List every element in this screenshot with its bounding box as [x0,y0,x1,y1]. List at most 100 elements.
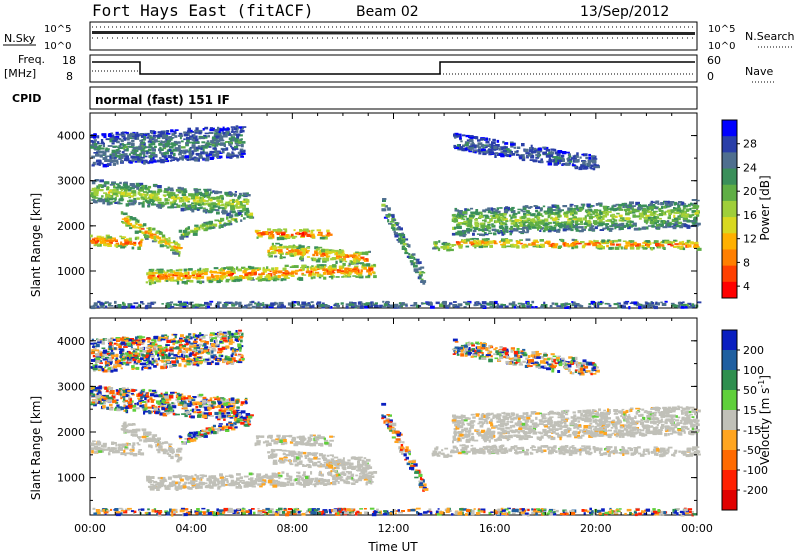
scatter-cell [93,192,99,196]
scatter-cell [258,273,263,276]
scatter-cell [241,266,246,269]
scatter-cell [358,257,361,261]
scatter-cell [565,162,569,165]
scatter-cell [583,244,586,247]
scatter-cell [461,222,467,225]
scatter-cell [98,184,103,187]
scatter-cell [244,211,247,216]
scatter-cell [239,415,243,419]
scatter-cell [522,229,525,233]
scatter-cell [453,301,457,303]
scatter-cell [133,149,139,153]
scatter-cell [633,242,636,245]
scatter-cell [592,242,598,245]
scatter-cell [662,239,666,244]
scatter-cell [188,193,193,197]
scatter-cell [311,268,315,271]
scatter-cell [457,222,460,225]
scatter-cell [548,221,552,225]
scatter-cell [281,274,285,277]
scatter-cell [177,196,180,199]
scatter-cell [502,304,506,307]
scatter-cell [477,240,481,244]
scatter-cell [503,231,506,234]
scatter-cell [604,302,609,305]
scatter-cell [121,387,126,389]
scatter-cell [454,207,458,210]
scatter-cell [195,276,199,280]
scatter-cell [563,211,569,215]
scatter-cell [614,215,618,218]
scatter-cell [650,200,654,205]
scatter-cell [530,213,534,217]
scatter-cell [140,301,144,304]
scatter-cell [468,217,473,220]
scatter-cell [484,146,488,149]
scatter-cell [164,391,168,396]
scatter-cell [140,238,144,241]
scatter-cell [138,188,143,192]
scatter-cell [481,301,487,305]
scatter-cell [530,144,533,148]
scatter-cell [209,415,214,417]
scatter-cell [202,207,206,210]
scatter-cell [529,304,533,307]
scatter-cell [107,159,112,163]
scatter-cell [352,257,356,260]
scatter-cell [581,229,584,232]
scatter-cell [190,141,194,144]
scatter-cell [229,276,235,280]
scatter-cell [218,409,224,412]
scatter-cell [328,233,333,236]
scatter-cell [190,137,193,140]
scatter-cell [504,305,509,308]
scatter-cell [454,209,458,212]
scatter-cell [568,160,573,163]
scatter-cell [408,253,411,256]
scatter-cell [255,230,258,233]
scatter-cell [227,270,233,274]
scatter-cell [311,305,315,309]
scatter-cell [256,302,260,306]
scatter-cell [105,394,109,398]
scatter-cell [101,394,106,397]
scatter-cell [294,272,298,275]
scatter-cell [618,214,623,218]
scatter-cell [629,244,634,247]
scatter-cell [265,278,269,281]
scatter-cell [565,163,571,166]
scatter-cell [492,224,495,227]
scatter-cell [528,221,532,225]
scatter-cell [563,305,567,308]
scatter-cell [111,150,117,154]
scatter-cell [321,302,325,305]
scatter-cell [453,133,456,136]
scatter-cell [191,399,196,402]
scatter-cell [243,267,249,271]
scatter-cell [196,188,202,191]
scatter-cell [91,401,96,404]
scatter-cell [547,214,550,218]
scatter-cell [122,183,128,186]
scatter-cell [405,305,408,307]
scatter-cell [121,218,125,220]
scatter-cell [166,246,170,249]
scatter-cell [251,305,256,309]
scatter-cell [466,228,471,232]
scatter-cell [578,242,582,245]
scatter-cell [177,300,182,304]
scatter-cell [558,155,561,158]
scatter-cell [172,148,177,152]
scatter-cell [502,222,507,225]
scatter-cell [477,302,481,305]
scatter-cell [134,160,138,163]
scatter-cell [302,232,305,236]
scatter-cell [232,409,238,412]
scatter-cell [200,196,205,201]
scatter-cell [134,237,137,241]
nsearch-tick-top: 10^5 [708,24,735,35]
scatter-cell [268,235,273,237]
scatter-cell [657,226,661,229]
scatter-cell [603,241,606,244]
scatter-cell [329,306,333,309]
